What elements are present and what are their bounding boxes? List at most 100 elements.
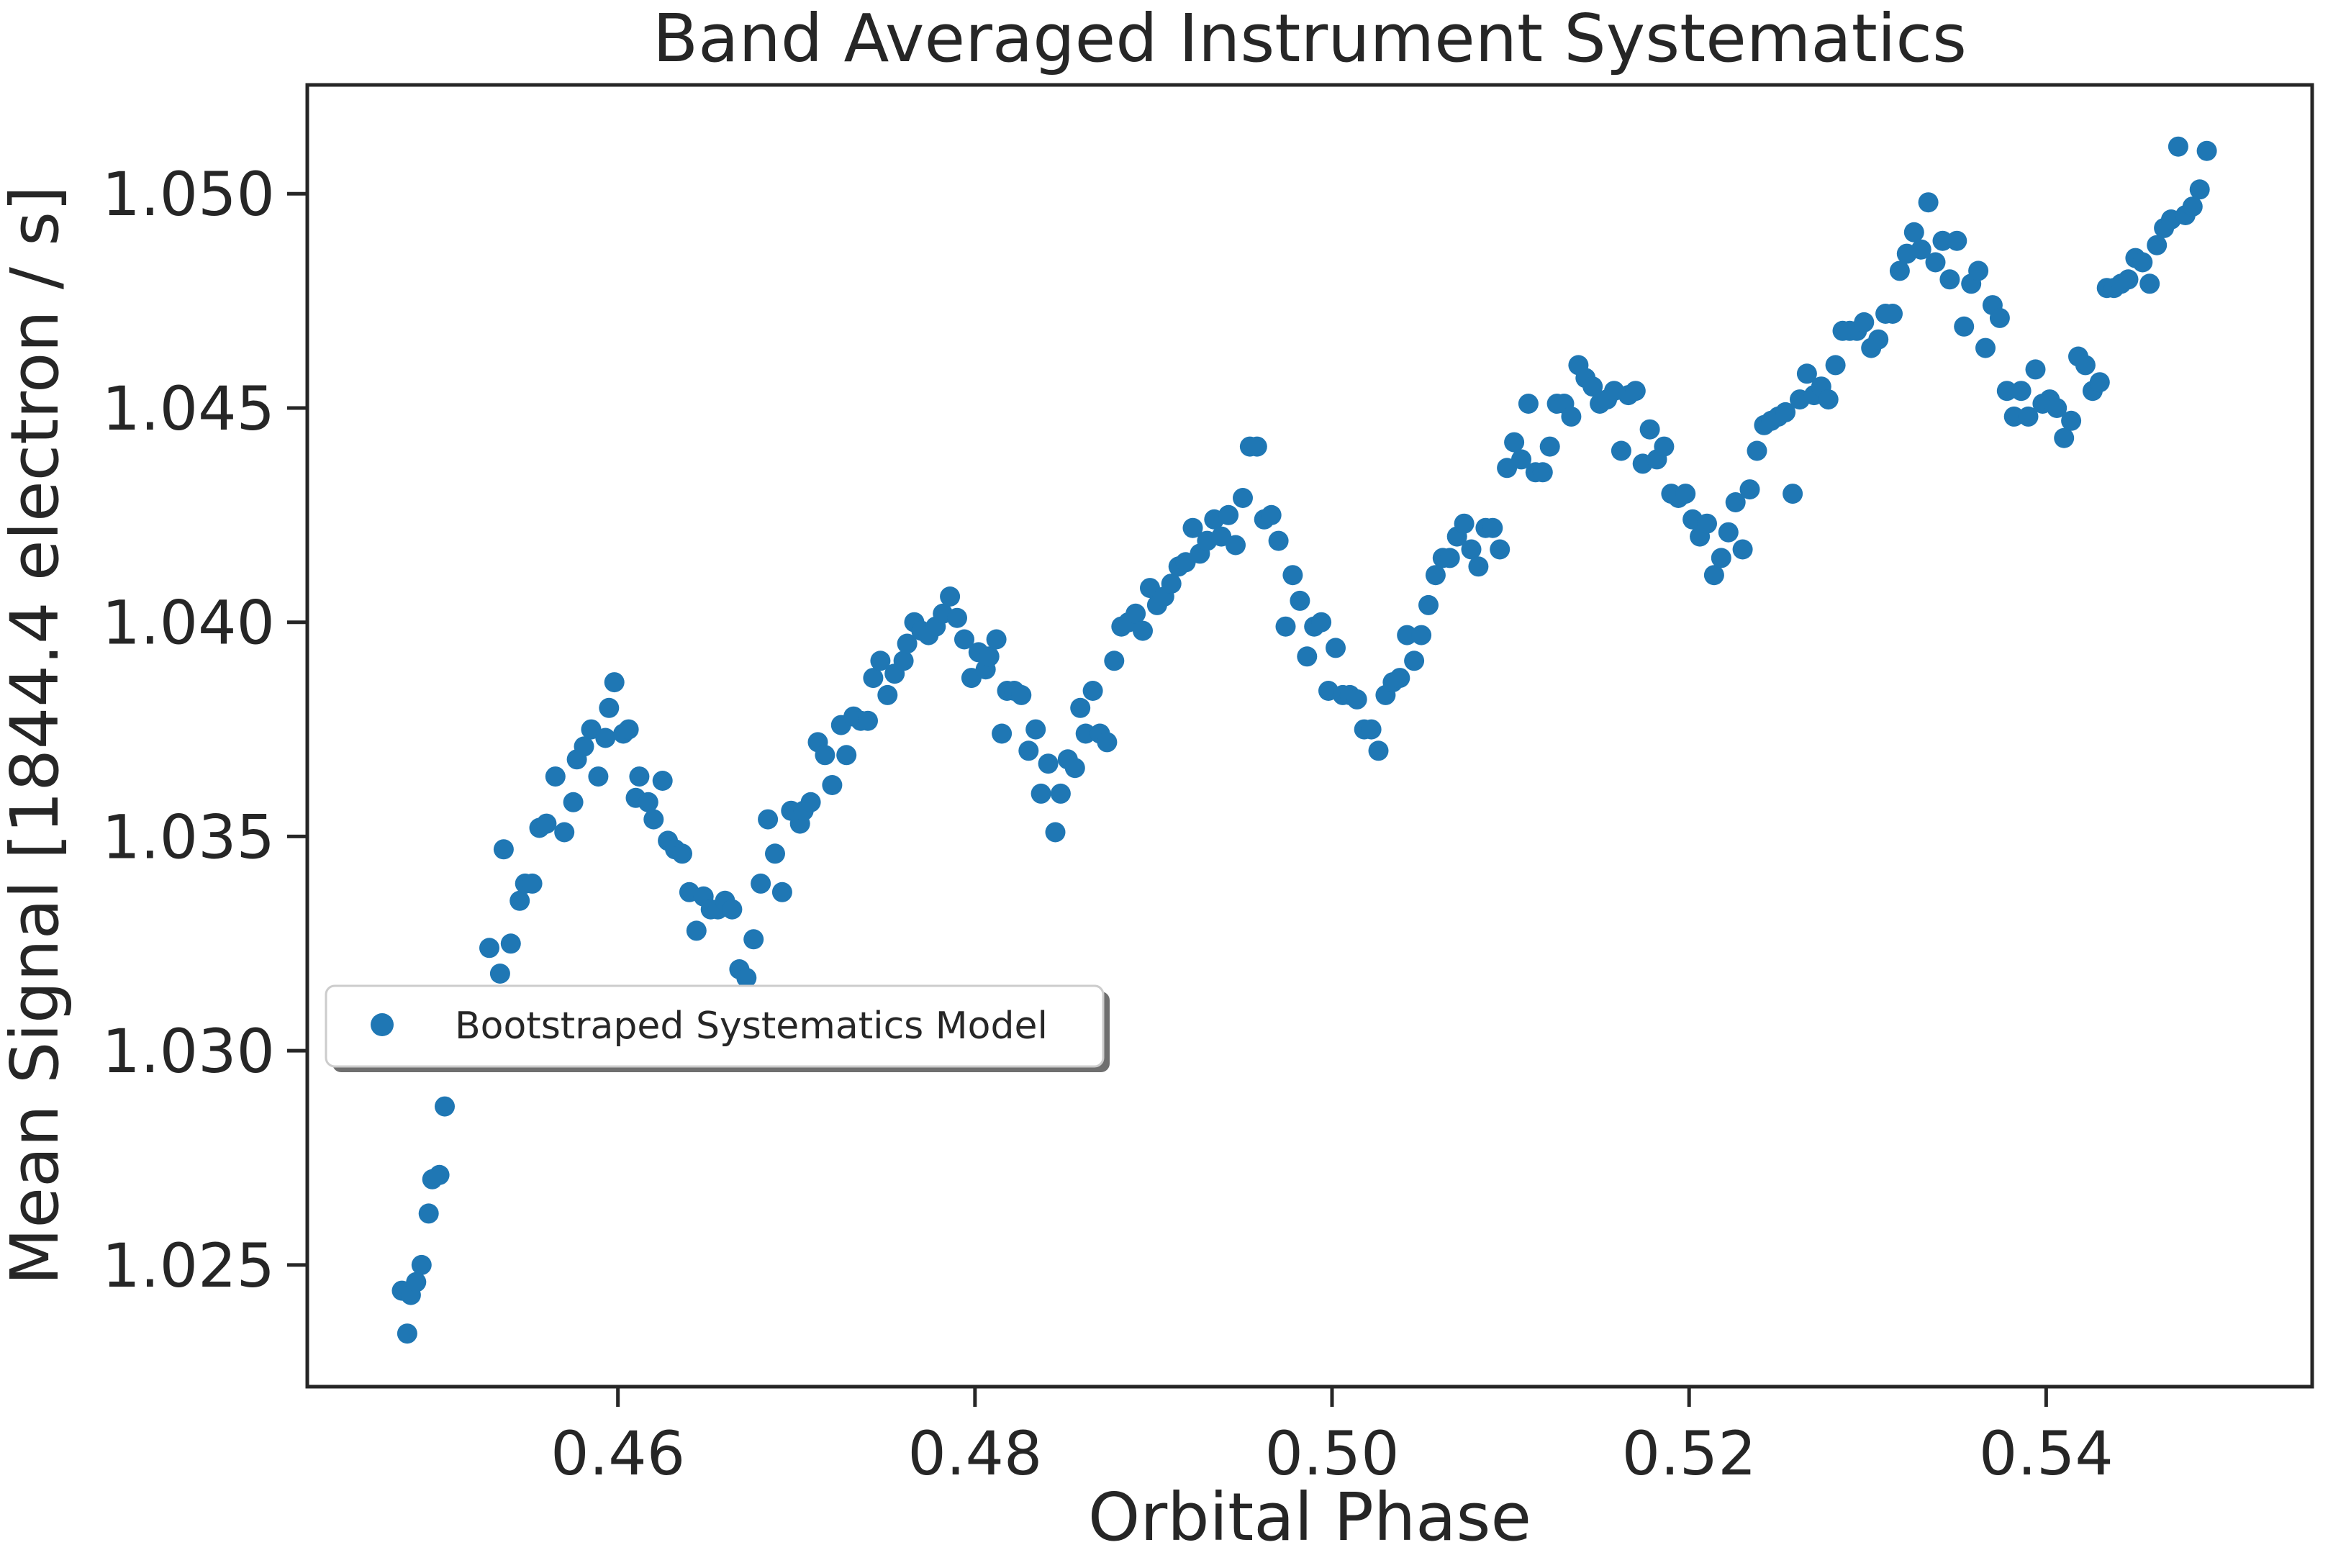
data-point bbox=[1796, 363, 1817, 384]
data-point bbox=[1625, 381, 1646, 402]
data-point bbox=[1954, 316, 1975, 337]
data-point bbox=[1346, 689, 1367, 710]
data-point bbox=[1611, 440, 1631, 461]
data-point bbox=[1783, 484, 1803, 504]
data-point bbox=[1282, 565, 1303, 586]
data-point bbox=[1275, 616, 1296, 637]
data-point bbox=[836, 745, 857, 766]
data-point bbox=[1732, 539, 1753, 560]
data-point bbox=[1361, 719, 1382, 740]
data-point bbox=[2182, 196, 2203, 217]
data-point bbox=[1654, 436, 1675, 457]
data-point bbox=[736, 967, 757, 988]
data-point bbox=[979, 646, 1000, 667]
plot-frame bbox=[305, 83, 2314, 1389]
data-point bbox=[1045, 822, 1066, 843]
data-point bbox=[618, 719, 639, 740]
y-tick-label: 1.040 bbox=[102, 588, 275, 658]
data-point bbox=[1050, 783, 1071, 804]
data-point bbox=[1454, 513, 1475, 534]
data-point bbox=[1297, 646, 1318, 667]
data-point bbox=[1104, 651, 1125, 671]
data-point bbox=[2089, 372, 2110, 393]
data-point bbox=[1070, 697, 1091, 718]
data-point bbox=[1996, 381, 2017, 402]
x-tick-label: 0.54 bbox=[1979, 1418, 2114, 1489]
data-point bbox=[1246, 436, 1267, 457]
data-point bbox=[1511, 449, 1531, 470]
data-point bbox=[1404, 651, 1425, 671]
data-point bbox=[1703, 565, 1724, 586]
data-point bbox=[1675, 484, 1696, 504]
data-point bbox=[815, 745, 835, 766]
data-point bbox=[1233, 488, 1253, 508]
legend[interactable]: Bootstraped Systematics Model bbox=[325, 984, 1110, 1072]
data-point bbox=[743, 929, 764, 950]
data-point bbox=[1031, 783, 1051, 804]
data-point bbox=[2025, 359, 2046, 380]
data-point bbox=[1903, 222, 1924, 243]
data-point bbox=[1561, 406, 1582, 427]
data-point bbox=[771, 882, 792, 902]
data-point bbox=[2061, 410, 2082, 431]
data-point bbox=[643, 809, 664, 830]
data-point bbox=[2196, 140, 2217, 161]
data-point bbox=[1461, 539, 1482, 560]
data-point bbox=[877, 684, 898, 705]
data-point bbox=[1125, 603, 1146, 624]
data-point bbox=[1082, 681, 1103, 701]
legend-marker-icon bbox=[371, 1013, 394, 1036]
data-point bbox=[1825, 355, 1846, 376]
y-tick-label: 1.035 bbox=[102, 802, 275, 872]
y-tick-label: 1.025 bbox=[102, 1231, 275, 1301]
data-point bbox=[1868, 329, 1889, 350]
data-point bbox=[751, 873, 771, 894]
data-point bbox=[1218, 504, 1239, 525]
data-point bbox=[1390, 668, 1410, 689]
data-point bbox=[1025, 719, 1046, 740]
data-point bbox=[822, 775, 843, 795]
data-point bbox=[947, 607, 967, 628]
data-point bbox=[1368, 740, 1389, 761]
data-point bbox=[563, 792, 584, 812]
data-point bbox=[1411, 625, 1432, 645]
data-point bbox=[1911, 239, 1931, 260]
data-point bbox=[1397, 625, 1418, 645]
data-point bbox=[858, 710, 878, 731]
data-point bbox=[1418, 594, 1439, 615]
data-point bbox=[954, 629, 974, 650]
data-point bbox=[1268, 530, 1289, 551]
data-point bbox=[1425, 565, 1446, 586]
data-point bbox=[2132, 252, 2153, 273]
data-point bbox=[1718, 522, 1739, 543]
data-point bbox=[1747, 440, 1767, 461]
data-point bbox=[489, 964, 510, 984]
data-point bbox=[1182, 517, 1203, 538]
data-point bbox=[1947, 230, 1967, 251]
data-point bbox=[500, 933, 521, 954]
data-point bbox=[1883, 304, 1903, 324]
data-point bbox=[493, 839, 514, 860]
data-point bbox=[406, 1272, 427, 1292]
data-point bbox=[574, 736, 594, 757]
data-point bbox=[863, 668, 884, 689]
x-tick-label: 0.50 bbox=[1264, 1418, 1399, 1489]
data-point bbox=[1439, 548, 1460, 568]
data-point bbox=[629, 766, 650, 787]
x-tick-label: 0.52 bbox=[1622, 1418, 1757, 1489]
data-point bbox=[1097, 732, 1118, 753]
data-point bbox=[765, 843, 785, 864]
data-point bbox=[2147, 235, 2168, 255]
x-axis-label: Orbital Phase bbox=[1088, 1479, 1531, 1556]
data-point bbox=[1539, 436, 1560, 457]
data-point bbox=[554, 822, 575, 843]
data-point bbox=[1290, 590, 1310, 611]
data-point bbox=[1261, 504, 1282, 525]
data-point bbox=[1133, 620, 1153, 641]
data-point bbox=[418, 1203, 439, 1224]
data-point bbox=[1818, 389, 1839, 410]
data-point bbox=[1504, 432, 1525, 453]
data-point bbox=[2118, 269, 2139, 290]
data-point bbox=[1482, 517, 1503, 538]
data-point bbox=[1311, 612, 1332, 633]
